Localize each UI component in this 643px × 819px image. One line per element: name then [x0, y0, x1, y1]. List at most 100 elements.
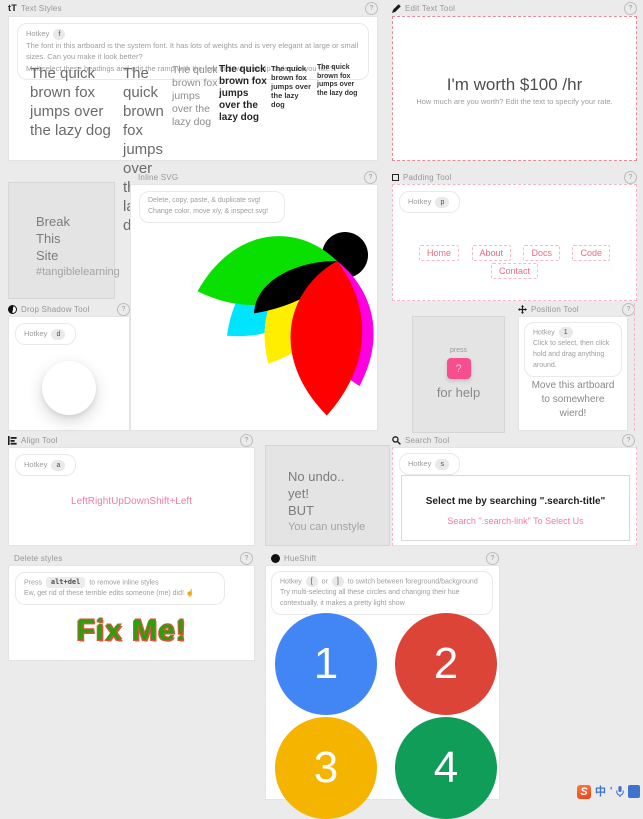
- hotkey-badge: a: [51, 459, 66, 471]
- break-site-text: Break This Site #tangiblelearning: [36, 213, 120, 281]
- press-label: Press: [24, 579, 42, 587]
- no-undo-line: BUT: [288, 503, 314, 518]
- text-styles-note: Hotkey f The font in this artboard is th…: [17, 23, 369, 80]
- panel-title: Edit Text Tool: [405, 4, 456, 13]
- edit-text-artboard: I'm worth $100 /hr How much are you wort…: [392, 16, 637, 161]
- unstyle-label: You can unstyle: [288, 521, 366, 533]
- align-note: Hotkey a: [15, 454, 77, 476]
- hue-circle-2[interactable]: 2: [395, 613, 497, 715]
- help-icon[interactable]: ?: [117, 303, 130, 316]
- ime-punctuation-toggle[interactable]: ': [610, 786, 613, 797]
- flower-svg-graphic[interactable]: [139, 227, 377, 431]
- text-styles-header: tT Text Styles: [8, 2, 378, 15]
- heading-sample-h4[interactable]: The quick brown fox jumps over the lazy …: [219, 64, 267, 123]
- note-line: to remove inline styles: [89, 579, 159, 587]
- pencil-icon: [392, 4, 401, 13]
- panel-title: HueShift: [284, 554, 317, 563]
- ime-language-toggle[interactable]: 中: [595, 785, 606, 798]
- rate-subtext[interactable]: How much are you worth? Edit the text to…: [416, 97, 613, 106]
- align-artboard: Hotkey a LeftRightUpDownShift+Left: [8, 447, 255, 546]
- drop-shadow-header: Drop Shadow Tool: [8, 303, 118, 316]
- sogou-logo-icon[interactable]: S: [577, 784, 591, 799]
- hotkey-label: Hotkey: [280, 578, 302, 586]
- hotkey-badge: f: [53, 28, 66, 40]
- or-label: or: [321, 578, 328, 586]
- note-line: Delete, copy, paste, & duplicate svg!: [148, 197, 261, 204]
- hotkey-badge: 1: [558, 327, 573, 338]
- hotkey-label: Hotkey: [408, 197, 432, 206]
- help-icon[interactable]: ?: [364, 171, 377, 184]
- search-icon: [392, 436, 401, 445]
- note-line: Try multi-selecting all these circles an…: [280, 589, 460, 608]
- heading-sample-h6[interactable]: The quick brown fox jumps over the lazy …: [317, 64, 358, 97]
- delete-styles-artboard: Press alt+del to remove inline styles Ew…: [8, 565, 255, 661]
- help-icon[interactable]: ?: [624, 171, 637, 184]
- padding-note: Hotkey p: [399, 191, 461, 213]
- search-link-text[interactable]: Search ".search-link" To Select Us: [447, 516, 584, 526]
- nav-link-code[interactable]: Code: [572, 245, 610, 261]
- position-header: Position Tool: [518, 303, 623, 316]
- hotkey-badge: s: [435, 458, 449, 470]
- break-site-card: Break This Site #tangiblelearning: [8, 182, 120, 299]
- ime-panel-icon[interactable]: [628, 785, 641, 798]
- note-line: The font in this artboard is the system …: [26, 40, 359, 62]
- hue-circle-3[interactable]: 3: [275, 717, 377, 819]
- help-icon[interactable]: ?: [240, 434, 253, 447]
- delete-styles-header: Delete styles: [14, 552, 244, 565]
- circle-number: 4: [433, 743, 459, 792]
- note-line: Change color, move x/y, & inspect svg!: [148, 207, 269, 215]
- hotkey-badge: d: [51, 328, 66, 340]
- move-artboard-text[interactable]: Move this artboard to somewhere wierd!: [531, 380, 615, 419]
- help-icon[interactable]: ?: [365, 2, 378, 15]
- nav-link-about[interactable]: About: [471, 245, 512, 261]
- question-key-button[interactable]: ?: [446, 358, 471, 379]
- hotkey-label: Hotkey: [533, 329, 555, 337]
- half-circle-icon: [8, 305, 17, 314]
- note-line: Click to select, then click hold and dra…: [533, 340, 610, 369]
- help-icon[interactable]: ?: [622, 434, 635, 447]
- hotkey-label: Hotkey: [26, 29, 50, 38]
- inline-svg-note: Delete, copy, paste, & duplicate svg! Ch…: [139, 191, 285, 223]
- fix-me-text[interactable]: Fix Me!: [76, 614, 187, 647]
- hotkey-badge: p: [435, 196, 450, 208]
- shadow-ball[interactable]: [42, 361, 96, 415]
- help-icon[interactable]: ?: [486, 552, 499, 565]
- break-line: Site: [36, 248, 59, 263]
- hotkey-label: Hotkey: [24, 460, 48, 469]
- hue-circle-4[interactable]: 4: [395, 717, 497, 819]
- nav-row: Home About Docs Code Contact: [393, 243, 636, 279]
- heading-sample-h3[interactable]: The quick brown fox jumps over the lazy …: [172, 64, 218, 128]
- nav-link-contact[interactable]: Contact: [490, 263, 539, 279]
- search-artboard: Hotkey s Select me by searching ".search…: [392, 447, 637, 546]
- search-title-text[interactable]: Select me by searching ".search-title": [425, 496, 606, 507]
- heading-sample-h5[interactable]: The quick brown fox jumps over the lazy …: [271, 64, 312, 109]
- hashtag-label: #tangiblelearning: [36, 266, 120, 278]
- help-icon[interactable]: ?: [624, 2, 637, 15]
- bracket-left-badge: [: [305, 576, 318, 587]
- align-bars-icon: [8, 436, 17, 445]
- note-line: to switch between foreground/background: [347, 578, 478, 586]
- for-help-label: for help: [436, 385, 481, 400]
- break-line: This: [36, 231, 61, 246]
- nav-link-docs[interactable]: Docs: [523, 245, 560, 261]
- circle-number: 2: [433, 639, 459, 688]
- padding-header: Padding Tool: [392, 171, 624, 184]
- hue-circle-1[interactable]: 1: [275, 613, 377, 715]
- rate-headline[interactable]: I'm worth $100 /hr: [446, 75, 583, 94]
- nav-link-home[interactable]: Home: [419, 245, 460, 261]
- search-header: Search Tool: [392, 434, 624, 447]
- hotkey-label: Hotkey: [24, 329, 48, 338]
- search-target-box: Select me by searching ".search-title" S…: [401, 475, 630, 541]
- help-icon[interactable]: ?: [240, 552, 253, 565]
- no-undo-line: yet!: [288, 486, 309, 501]
- petal-red: [290, 261, 363, 416]
- circle-number: 1: [313, 639, 339, 688]
- heading-sample-h1[interactable]: The quick brown fox jumps over the lazy …: [30, 65, 111, 139]
- align-header: Align Tool: [8, 434, 238, 447]
- microphone-icon[interactable]: [616, 785, 625, 798]
- panel-title: Text Styles: [20, 4, 62, 13]
- panel-title: Drop Shadow Tool: [21, 305, 90, 314]
- palette-icon: [271, 554, 280, 563]
- alt-del-badge: alt+del: [45, 577, 86, 588]
- panel-title: Position Tool: [531, 305, 579, 314]
